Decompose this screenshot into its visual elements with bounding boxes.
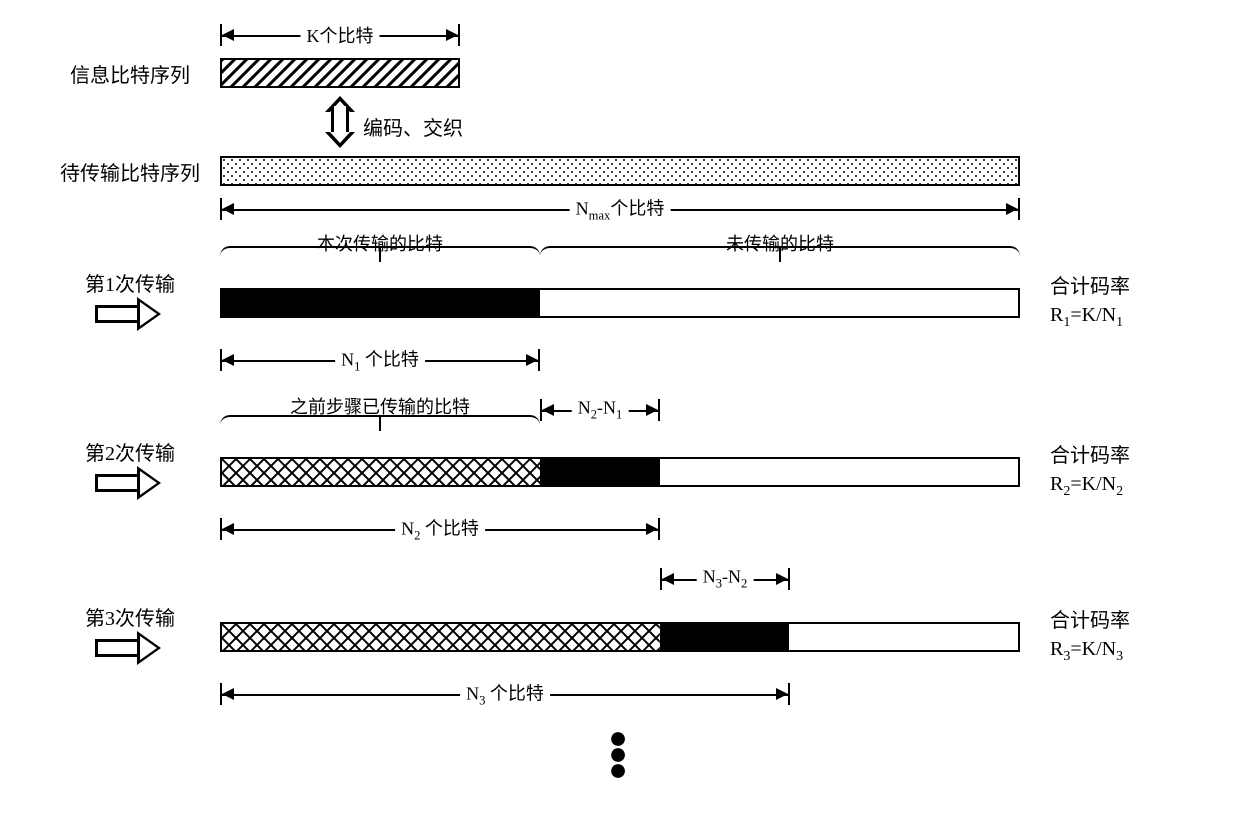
brace-prev-curve (220, 415, 540, 429)
nmax-dim: Nmax个比特 (220, 194, 1020, 224)
tx2-lower: N2 个比特 (220, 514, 1190, 544)
to-tx-seq-bar (220, 156, 1020, 186)
tx2-upper-dim: N2-N1 (540, 395, 660, 425)
tx3-upper-dim: N3-N2 (660, 564, 790, 594)
tx1-arrow-icon (95, 297, 165, 331)
tx3-rate: 合计码率R3=K/N3 (1050, 607, 1190, 667)
bar-segment-white (789, 624, 1018, 650)
tx1-lower: N1 个比特 (220, 345, 1190, 375)
continuation-dots: ●●● (220, 729, 1020, 777)
nmax-label: Nmax个比特 (570, 195, 671, 224)
tx2-left: 第2次传输 (40, 437, 220, 506)
brace-sent-curve (220, 246, 540, 260)
tx2-label: 第2次传输 (40, 437, 220, 466)
tx3-left: 第3次传输 (40, 602, 220, 671)
tx2-bar (220, 457, 1020, 487)
encode-label: 编码、交织 (363, 112, 463, 141)
tx1-label: 第1次传输 (40, 268, 220, 297)
info-seq-bar (220, 58, 460, 88)
tx3-lower: N3 个比特 (220, 679, 1190, 709)
bar-segment-black (660, 624, 789, 650)
tx2-rate: 合计码率R2=K/N2 (1050, 442, 1190, 502)
tx1-left: 第1次传输 (40, 268, 220, 337)
tx1-bar (220, 288, 1020, 318)
tx2-lower-dim: N2 个比特 (220, 514, 660, 544)
tx3-bar (220, 622, 1020, 652)
tx1-lower-dim: N1 个比特 (220, 345, 540, 375)
tx1-rate: 合计码率R1=K/N1 (1050, 273, 1190, 333)
tx1-braces: 本次传输的比特 未传输的比特 (220, 232, 1190, 260)
bar-segment-white (660, 459, 1018, 485)
tx2-upper: 之前步骤已传输的比特 N2-N1 (220, 395, 1190, 429)
harq-diagram: K个比特 信息比特序列 编码、交织 待传输比特序列 (40, 20, 1190, 777)
k-bits-label: K个比特 (301, 22, 380, 48)
bar-segment-white (540, 290, 1018, 316)
tx3-arrow-icon (95, 631, 165, 665)
tx3-upper: N3-N2 (220, 564, 1190, 594)
info-seq-label: 信息比特序列 (40, 59, 220, 88)
k-bits-dim: K个比特 (220, 20, 460, 50)
bar-segment-black (222, 290, 540, 316)
bar-segment-cross (222, 624, 660, 650)
tx3-lower-dim: N3 个比特 (220, 679, 790, 709)
bar-segment-cross (222, 459, 540, 485)
tx3-label: 第3次传输 (40, 602, 220, 631)
tx2-arrow-icon (95, 466, 165, 500)
brace-unsent-curve (540, 246, 1020, 260)
bar-segment-black (540, 459, 659, 485)
encode-arrow: 编码、交织 (325, 96, 355, 148)
to-tx-seq-label: 待传输比特序列 (40, 157, 220, 186)
